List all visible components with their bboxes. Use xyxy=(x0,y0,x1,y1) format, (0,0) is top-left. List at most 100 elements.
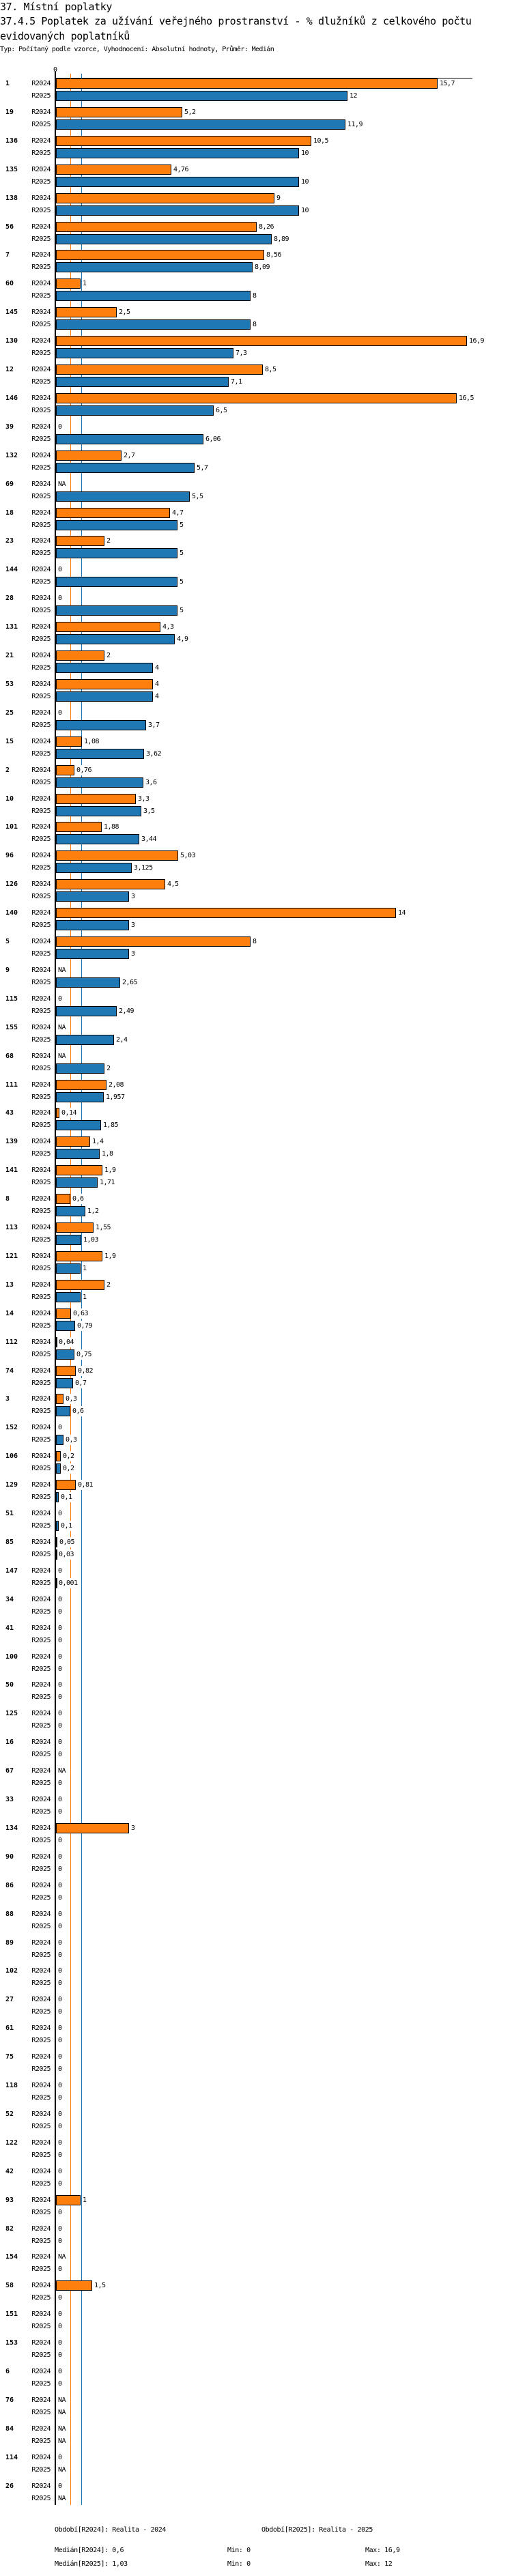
value-label: 8,56 xyxy=(266,250,283,260)
bar-r2025 xyxy=(56,949,129,959)
bar-r2024 xyxy=(56,1823,129,1833)
chart-subtitle: Typ: Počítaný podle vzorce, Vyhodnocení:… xyxy=(0,46,274,53)
series-label: R2024 xyxy=(31,1367,51,1375)
value-label: 0,79 xyxy=(77,1321,94,1331)
value-label: 0 xyxy=(58,422,63,432)
series-label: R2024 xyxy=(31,1224,51,1231)
value-label: 4 xyxy=(155,679,160,689)
value-label: NA xyxy=(58,2395,67,2405)
series-label: R2025 xyxy=(31,1407,51,1415)
bar-r2024 xyxy=(56,1251,102,1261)
bar-r2025 xyxy=(56,1235,81,1245)
series-label: R2024 xyxy=(31,1882,51,1889)
series-label: R2024 xyxy=(31,1967,51,1975)
value-label: 12 xyxy=(350,91,358,101)
series-label: R2025 xyxy=(31,292,51,300)
category-label: 18 xyxy=(5,509,14,517)
category-label: 42 xyxy=(5,2168,14,2175)
bar-r2024 xyxy=(56,2280,92,2291)
value-label: 0 xyxy=(58,1623,63,1633)
bar-r2025 xyxy=(56,1292,81,1302)
bar-r2025 xyxy=(56,262,253,272)
value-label: NA xyxy=(58,2407,67,2418)
series-label: R2025 xyxy=(31,1693,51,1701)
value-label: 7,3 xyxy=(236,348,248,358)
series-label: R2024 xyxy=(31,1452,51,1460)
value-label: 4,9 xyxy=(177,634,189,644)
bar-r2024 xyxy=(56,364,263,375)
series-label: R2025 xyxy=(31,1465,51,1472)
category-label: 12 xyxy=(5,366,14,373)
legend-median-2024: Medián[R2024]: 0,6 xyxy=(55,2547,124,2554)
bar-r2025 xyxy=(56,1435,63,1445)
value-label: 8 xyxy=(253,936,257,947)
series-label: R2025 xyxy=(31,493,51,500)
category-label: 43 xyxy=(5,1109,14,1117)
value-label: 1,4 xyxy=(92,1136,104,1147)
value-label: 0 xyxy=(58,2264,63,2274)
series-label: R2024 xyxy=(31,2396,51,2404)
bar-r2024 xyxy=(56,536,104,546)
legend-max-2025: Max: 12 xyxy=(365,2560,393,2568)
series-label: R2024 xyxy=(31,1339,51,1346)
category-label: 33 xyxy=(5,1796,14,1803)
series-label: R2024 xyxy=(31,366,51,373)
bar-r2025 xyxy=(56,691,153,702)
series-label: R2024 xyxy=(31,2024,51,2032)
series-label: R2024 xyxy=(31,881,51,888)
value-label: 2 xyxy=(106,1280,111,1290)
series-label: R2024 xyxy=(31,2482,51,2490)
bar-r2025 xyxy=(56,1521,59,1531)
series-label: R2025 xyxy=(31,549,51,557)
series-label: R2024 xyxy=(31,1910,51,1918)
value-label: 0 xyxy=(58,1635,63,1646)
value-label: 3,7 xyxy=(148,720,160,730)
value-label: 4,5 xyxy=(167,879,180,889)
category-label: 154 xyxy=(5,2253,18,2261)
series-label: R2025 xyxy=(31,407,51,414)
value-label: 0 xyxy=(58,2481,63,2491)
series-label: R2024 xyxy=(31,509,51,517)
series-label: R2025 xyxy=(31,1865,51,1873)
category-label: 113 xyxy=(5,1224,18,1231)
series-label: R2025 xyxy=(31,979,51,986)
bar-r2024 xyxy=(56,879,165,889)
value-label: 0 xyxy=(58,708,63,718)
series-label: R2025 xyxy=(31,750,51,758)
legend-period-2024: Období[R2024]: Realita - 2024 xyxy=(55,2526,166,2534)
value-label: 0 xyxy=(58,994,63,1004)
bar-r2024 xyxy=(56,1337,57,1347)
value-label: 1,55 xyxy=(96,1222,112,1233)
category-label: 61 xyxy=(5,2024,14,2032)
series-label: R2025 xyxy=(31,2123,51,2130)
value-label: 0,05 xyxy=(59,1537,76,1547)
value-label: 0 xyxy=(58,2035,63,2046)
series-label: R2025 xyxy=(31,1779,51,1787)
value-label: NA xyxy=(58,2252,67,2262)
value-label: 0 xyxy=(58,2064,63,2074)
series-label: R2025 xyxy=(31,2351,51,2359)
category-label: 102 xyxy=(5,1967,18,1975)
bar-r2024 xyxy=(56,1108,59,1118)
value-label: 5 xyxy=(180,577,184,587)
category-label: 1 xyxy=(5,80,10,87)
series-label: R2024 xyxy=(31,595,51,602)
series-label: R2024 xyxy=(31,652,51,659)
bar-r2025 xyxy=(56,291,251,301)
series-label: R2024 xyxy=(31,1024,51,1031)
series-label: R2024 xyxy=(31,1510,51,1517)
value-label: 0,1 xyxy=(61,1492,73,1502)
bar-r2025 xyxy=(56,1263,81,1274)
value-label: 0 xyxy=(58,1664,63,1674)
value-label: 5 xyxy=(180,520,184,530)
bar-r2025 xyxy=(56,1092,104,1102)
bar-r2024 xyxy=(56,1165,102,1175)
legend-min-2025: Min: 0 xyxy=(227,2560,251,2568)
value-label: 0,001 xyxy=(59,1578,79,1588)
bar-r2025 xyxy=(56,1463,61,1474)
bar-r2025 xyxy=(56,1035,114,1045)
series-label: R2024 xyxy=(31,852,51,859)
value-label: 0 xyxy=(58,2350,63,2360)
value-label: 2 xyxy=(106,536,111,546)
value-label: 0 xyxy=(58,1652,63,1662)
